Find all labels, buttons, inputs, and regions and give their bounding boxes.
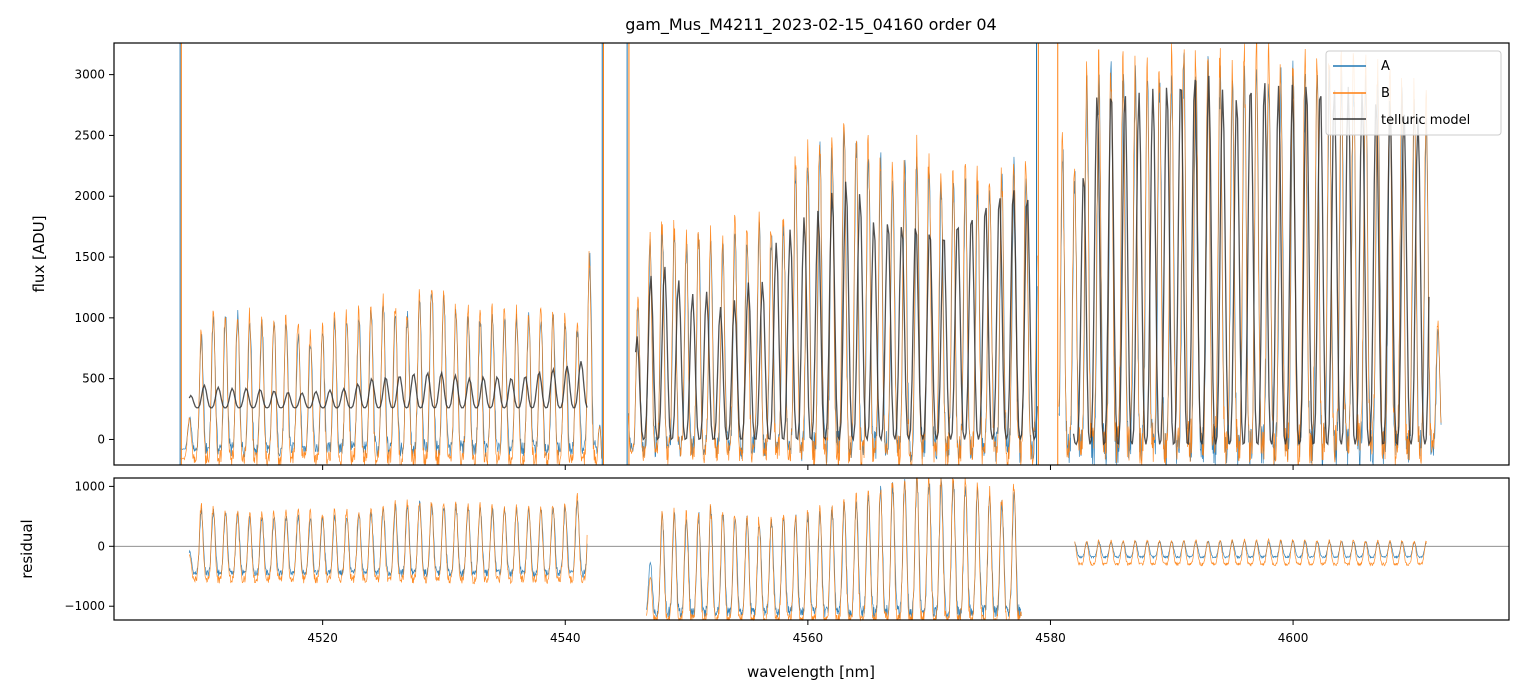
residual-xtick-label-4580: 4580 [1035, 631, 1066, 645]
residual-panel-frame [113, 477, 1510, 621]
residual-xtick-label-4520: 4520 [307, 631, 338, 645]
legend-box [1325, 50, 1502, 136]
flux-ytick-label-1500: 1500 [74, 250, 105, 264]
residual-panel: −1000 0 1000 4520 4540 4560 4580 4600 residual… [18, 477, 1510, 681]
flux-line-telluric-model-seg1 [634, 181, 1038, 442]
residual-x-axis: 4520 4540 4560 4580 4600 [307, 620, 1308, 645]
legend-label-a: A [1381, 59, 1390, 74]
residual-xtick-label-4540: 4540 [550, 631, 581, 645]
flux-y-axis: 0 500 1000 1500 2000 2500 3000 [74, 68, 114, 446]
flux-series-telluric-model [188, 75, 1430, 447]
legend: A B telluric model [1325, 50, 1502, 136]
residual-series-b [188, 477, 1427, 622]
flux-ytick-label-2500: 2500 [74, 128, 105, 142]
flux-line-b-seg0 [180, 251, 602, 467]
flux-line-telluric-model-seg0 [188, 361, 588, 409]
residual-line-b-seg2 [1074, 537, 1427, 567]
residual-ytick-label-1000: 1000 [74, 479, 105, 493]
flux-ytick-label-0: 0 [97, 432, 105, 446]
x-axis-label: wavelength [nm] [747, 663, 875, 681]
flux-ytick-label-3000: 3000 [74, 68, 105, 82]
flux-panel: 0 500 1000 1500 2000 2500 3000 flux [ADU] A B … [30, 42, 1510, 470]
flux-y-axis-label: flux [ADU] [30, 215, 48, 292]
legend-label-b: B [1381, 86, 1390, 101]
residual-xtick-label-4560: 4560 [793, 631, 824, 645]
residual-line-b-seg1 [646, 477, 1022, 622]
residual-xtick-label-4600: 4600 [1278, 631, 1309, 645]
flux-panel-frame [113, 42, 1510, 466]
flux-ytick-label-1000: 1000 [74, 311, 105, 325]
flux-ytick-label-2000: 2000 [74, 189, 105, 203]
legend-label-telluric: telluric model [1381, 113, 1470, 128]
residual-y-axis-label: residual [18, 519, 36, 578]
flux-x-ticks [322, 465, 1294, 470]
chart-title: gam_Mus_M4211_2023-02-15_04160 order 04 [625, 15, 996, 35]
residual-ytick-label--1000: −1000 [64, 599, 105, 613]
residual-y-axis: −1000 0 1000 [64, 479, 114, 613]
flux-ytick-label-500: 500 [82, 372, 105, 386]
residual-line-a-seg0 [188, 500, 588, 579]
flux-line-b-seg1 [627, 123, 1038, 466]
residual-line-b-seg0 [188, 493, 588, 585]
residual-ytick-label-0: 0 [97, 539, 105, 553]
flux-line-telluric-model-seg2 [1072, 75, 1430, 447]
